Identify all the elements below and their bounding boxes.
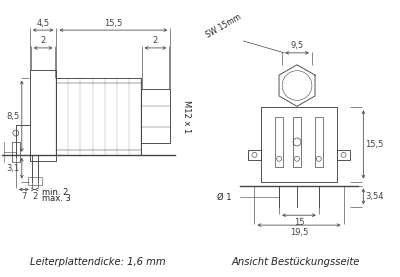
Bar: [28, 177, 42, 184]
Text: 2: 2: [40, 37, 46, 45]
Bar: [293, 117, 301, 167]
Text: 2: 2: [32, 192, 37, 201]
Bar: [261, 107, 337, 181]
Bar: [56, 78, 141, 155]
Text: 3,1: 3,1: [6, 164, 20, 173]
Text: 8,5: 8,5: [6, 112, 20, 121]
Text: 2: 2: [153, 37, 158, 45]
Text: 7: 7: [21, 192, 26, 201]
Text: M12 x 1: M12 x 1: [182, 100, 191, 133]
Text: 15: 15: [294, 218, 304, 227]
Text: min. 2: min. 2: [42, 188, 68, 198]
Text: Ansicht Bestückungsseite: Ansicht Bestückungsseite: [232, 257, 360, 267]
Text: 19,5: 19,5: [290, 228, 308, 237]
Bar: [337, 150, 350, 160]
Text: 15,5: 15,5: [365, 140, 384, 149]
Text: 15,5: 15,5: [104, 19, 122, 28]
Text: max. 3: max. 3: [42, 194, 70, 203]
Text: SW 15mm: SW 15mm: [204, 13, 242, 40]
Bar: [30, 70, 56, 161]
Bar: [315, 117, 323, 167]
Text: 3,54: 3,54: [365, 192, 384, 201]
Text: 9,5: 9,5: [290, 41, 304, 50]
Bar: [275, 117, 283, 167]
Bar: [141, 89, 170, 143]
Text: 4,5: 4,5: [36, 19, 50, 28]
Text: Leiterplattendicke: 1,6 mm: Leiterplattendicke: 1,6 mm: [30, 257, 166, 267]
Bar: [248, 150, 261, 160]
Text: Ø 1: Ø 1: [217, 193, 232, 202]
Bar: [12, 142, 20, 162]
